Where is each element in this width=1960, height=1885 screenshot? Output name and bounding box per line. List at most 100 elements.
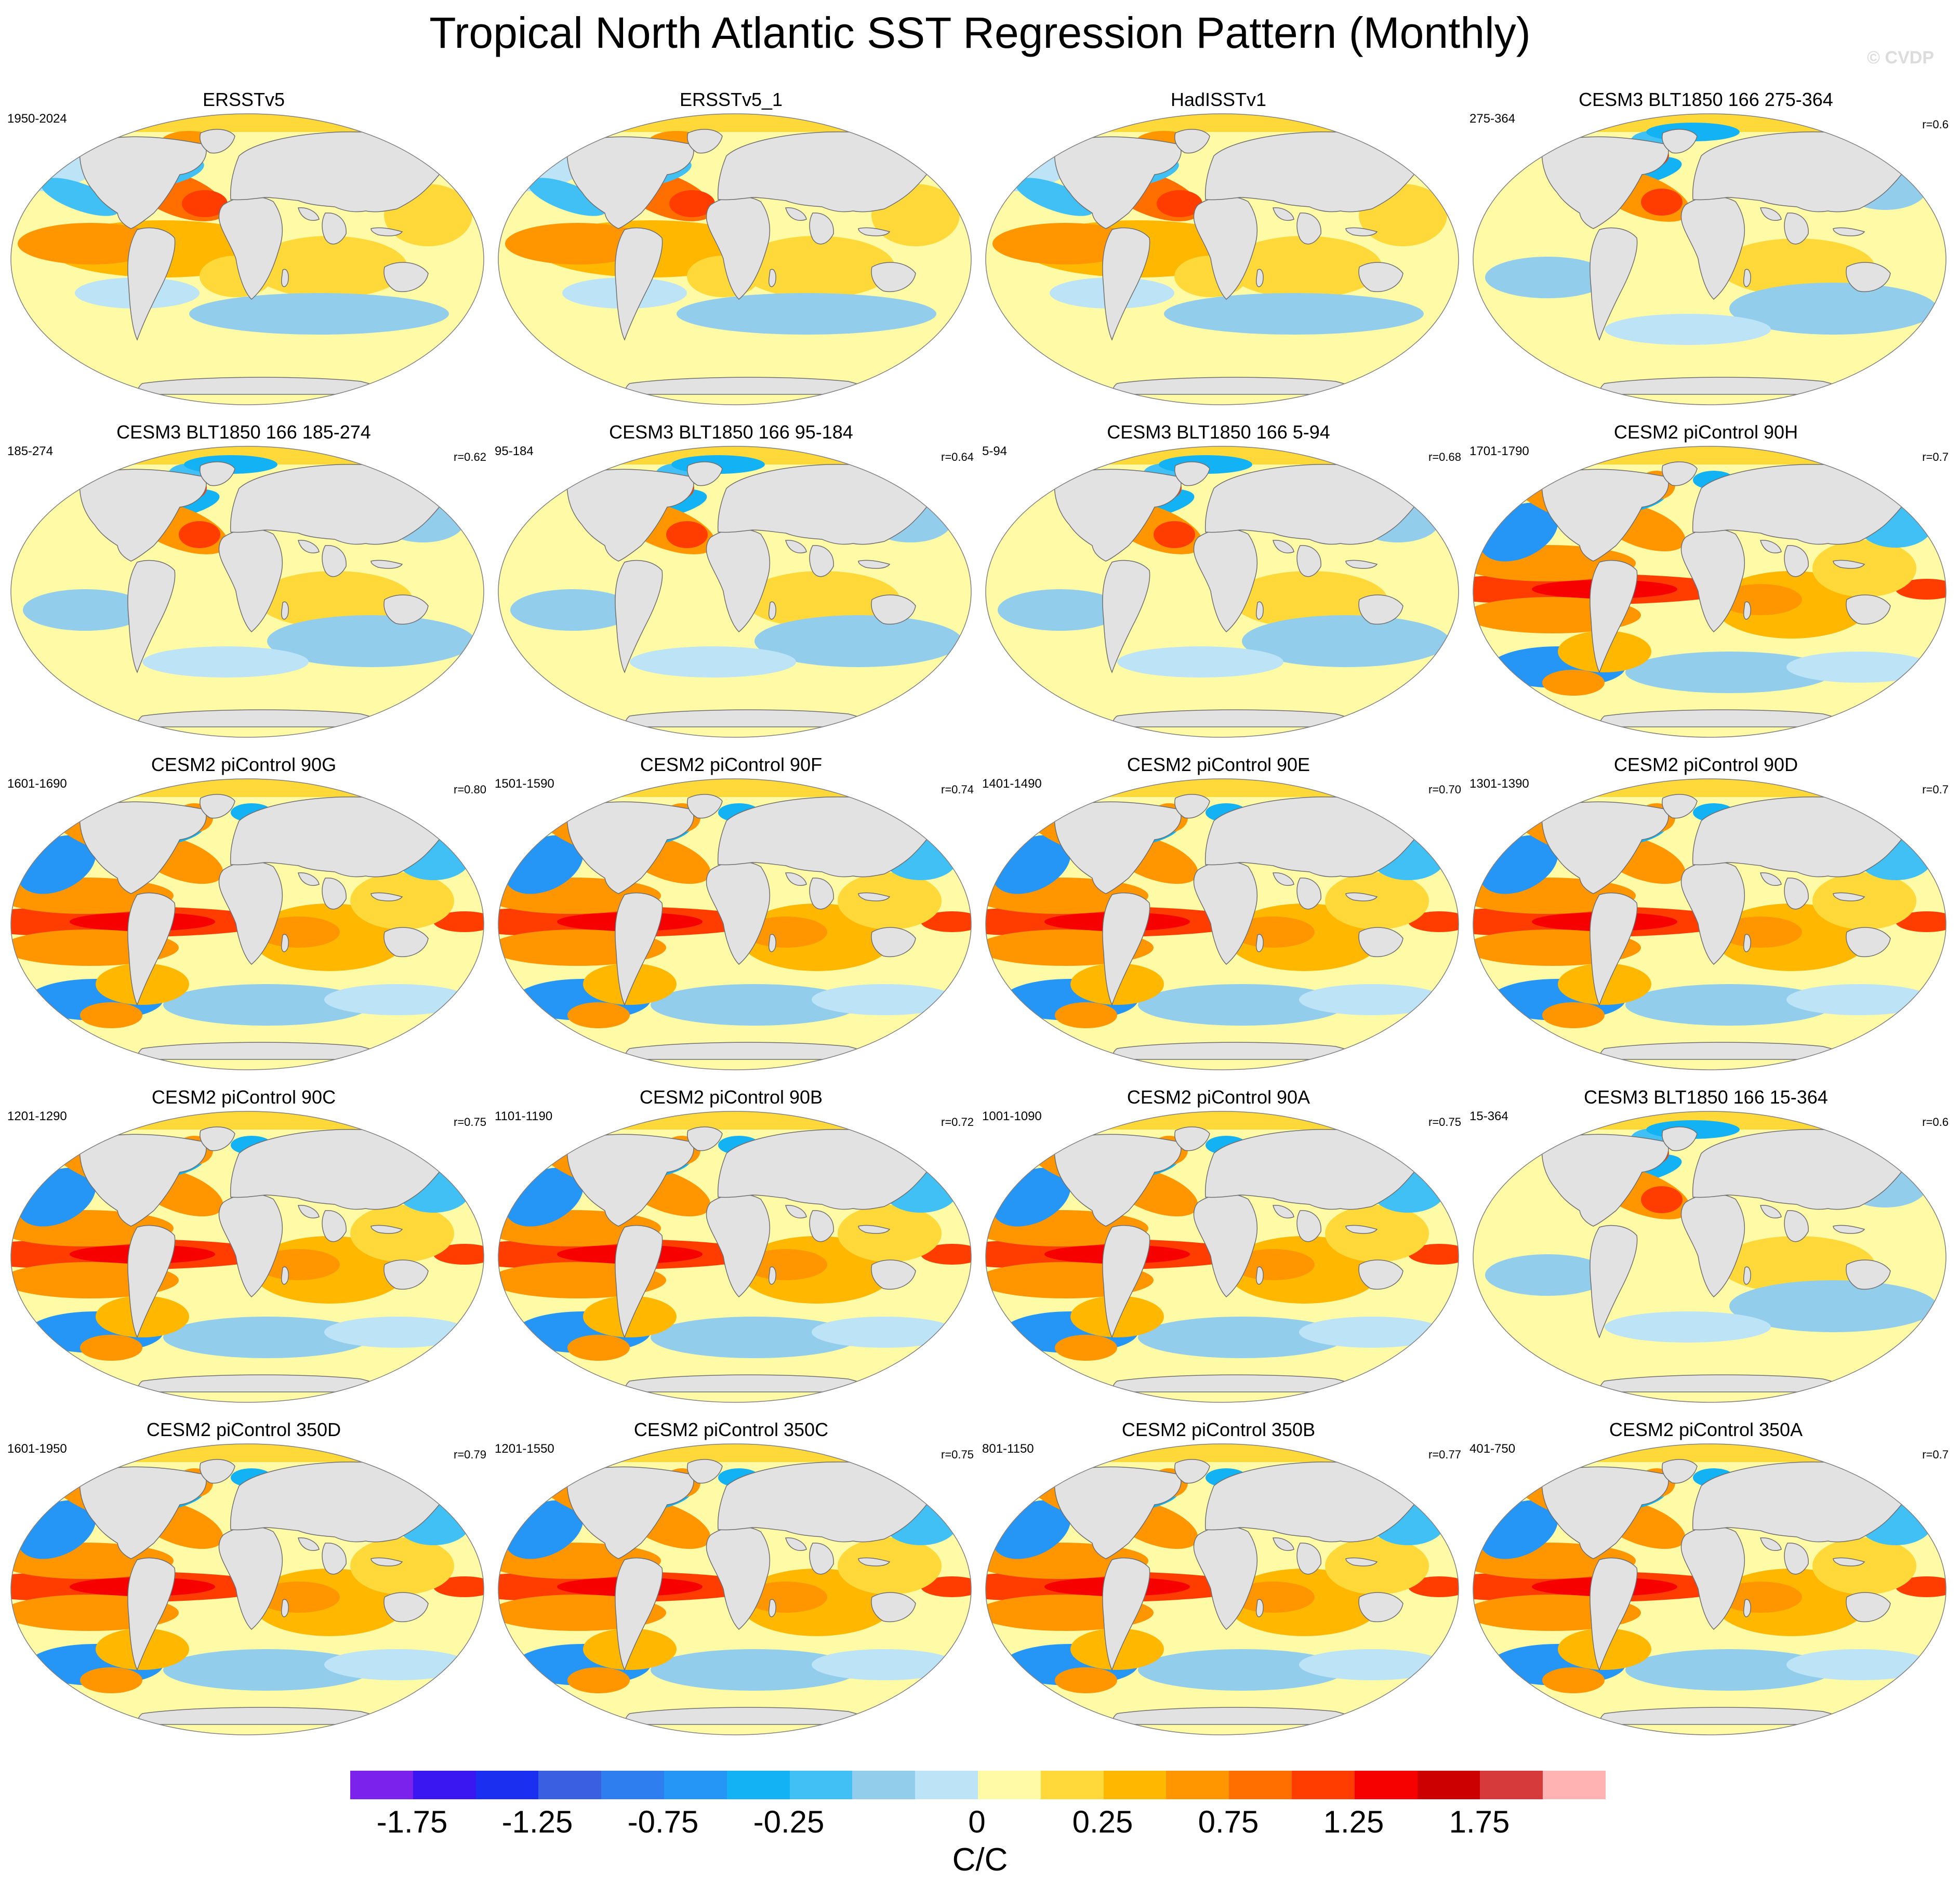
continent xyxy=(322,213,347,245)
continent xyxy=(1692,797,1917,878)
anomaly-region xyxy=(651,1317,858,1358)
anomaly-region xyxy=(1408,1244,1459,1265)
continent xyxy=(370,560,403,569)
continent xyxy=(1541,1466,1669,1559)
continent xyxy=(1541,469,1669,562)
colorbar-unit-label: C/C xyxy=(952,1842,1008,1878)
panel-period: 1401-1490 xyxy=(982,777,1042,791)
panel-title: CESM2 piControl 350A xyxy=(1609,1419,1803,1440)
regression-map xyxy=(1473,778,1946,1070)
continent xyxy=(127,1225,176,1338)
continent xyxy=(1680,196,1745,300)
pattern-correlation: r=0.75 xyxy=(1428,1116,1461,1129)
map-panel: CESM2 piControl 90G 1601-1690 r=0.80 xyxy=(0,753,487,1086)
anomaly-region xyxy=(1117,646,1283,678)
continent xyxy=(768,601,776,620)
continent xyxy=(127,227,176,341)
arctic-band xyxy=(986,779,1459,797)
continent xyxy=(809,213,834,245)
anomaly-region xyxy=(1729,1280,1937,1332)
anomaly-region xyxy=(1641,1186,1683,1213)
anomaly-region xyxy=(1408,1576,1459,1597)
map-border xyxy=(1473,446,1946,738)
anomaly-region xyxy=(921,911,971,932)
continent xyxy=(1743,601,1751,620)
regression-map xyxy=(498,778,972,1070)
map-panel: CESM2 piControl 90H 1701-1790 r=0.7 xyxy=(1462,421,1950,753)
map-border xyxy=(10,1443,484,1735)
continent xyxy=(200,1459,235,1484)
regression-map xyxy=(10,1111,484,1403)
landmass xyxy=(1541,1459,1917,1725)
sst-field xyxy=(1473,446,1946,737)
panel-period: 1301-1390 xyxy=(1469,777,1529,791)
continent xyxy=(1102,227,1150,341)
continent xyxy=(615,227,663,341)
continent xyxy=(298,207,320,221)
continent xyxy=(1296,545,1321,577)
anomaly-region xyxy=(350,872,454,930)
map-panel: CESM2 piControl 350A 401-750 r=0.7 xyxy=(1462,1418,1950,1751)
map-border xyxy=(498,113,972,405)
sst-field xyxy=(498,779,971,1070)
landmass xyxy=(1054,1126,1429,1392)
continent xyxy=(768,1599,776,1617)
continent xyxy=(1760,1205,1782,1218)
anomaly-region xyxy=(1299,984,1445,1015)
panel-title: HadISSTv1 xyxy=(1170,89,1267,110)
pattern-correlation: r=0.75 xyxy=(941,1448,974,1461)
continent xyxy=(871,1259,916,1290)
continent xyxy=(615,892,663,1006)
map-border xyxy=(1473,113,1946,405)
continent xyxy=(785,540,807,553)
continent xyxy=(1296,878,1321,910)
continent xyxy=(566,469,694,562)
regression-map xyxy=(10,113,484,405)
anomaly-region xyxy=(433,1244,484,1265)
arctic-band xyxy=(1473,1444,1946,1462)
colorbar-swatch xyxy=(915,1771,978,1799)
continent xyxy=(218,528,283,633)
continent xyxy=(1833,1557,1865,1567)
continent xyxy=(370,1225,403,1234)
sst-field xyxy=(986,114,1459,405)
sst-field xyxy=(498,1444,971,1735)
colorbar-tick-label: -0.75 xyxy=(627,1804,699,1839)
anomaly-region xyxy=(324,1317,470,1348)
sst-field xyxy=(11,1444,484,1735)
anomaly-region xyxy=(1138,984,1346,1026)
continent xyxy=(1204,1462,1429,1543)
map-panel: CESM2 piControl 350D 1601-1950 r=0.79 xyxy=(0,1418,487,1751)
anomaly-region xyxy=(1485,1254,1610,1296)
continent xyxy=(785,872,807,886)
anomaly-region xyxy=(324,1649,470,1680)
map-border xyxy=(1473,778,1946,1070)
continent xyxy=(322,878,347,910)
map-panel: CESM2 piControl 350B 801-1150 r=0.77 xyxy=(975,1418,1462,1751)
cvdp-watermark: © CVDP xyxy=(1867,48,1934,68)
pattern-correlation: r=0.77 xyxy=(1428,1448,1461,1461)
continent xyxy=(1662,461,1698,486)
continent xyxy=(1054,1134,1182,1227)
arctic-band xyxy=(986,114,1459,132)
map-panel: CESM2 piControl 90C 1201-1290 r=0.75 xyxy=(0,1086,487,1418)
anomaly-region xyxy=(142,646,309,678)
regression-map xyxy=(1473,1111,1946,1403)
anomaly-region xyxy=(666,521,708,548)
continent xyxy=(1743,1266,1751,1285)
continent xyxy=(785,1537,807,1551)
anomaly-region xyxy=(1325,1205,1429,1262)
sst-field xyxy=(1473,1444,1946,1735)
panel-period: 5-94 xyxy=(982,444,1008,458)
panel-title: ERSSTv5 xyxy=(202,89,285,110)
continent xyxy=(1846,927,1891,958)
panel-period: 1601-1950 xyxy=(7,1442,67,1456)
continent xyxy=(1846,594,1891,625)
continent xyxy=(218,196,283,300)
anomaly-region xyxy=(992,223,1138,264)
anomaly-region xyxy=(163,1649,371,1691)
map-border xyxy=(985,778,1459,1070)
continent xyxy=(1204,1129,1429,1210)
anomaly-region xyxy=(1812,1537,1916,1595)
anomaly-region xyxy=(1164,293,1424,335)
